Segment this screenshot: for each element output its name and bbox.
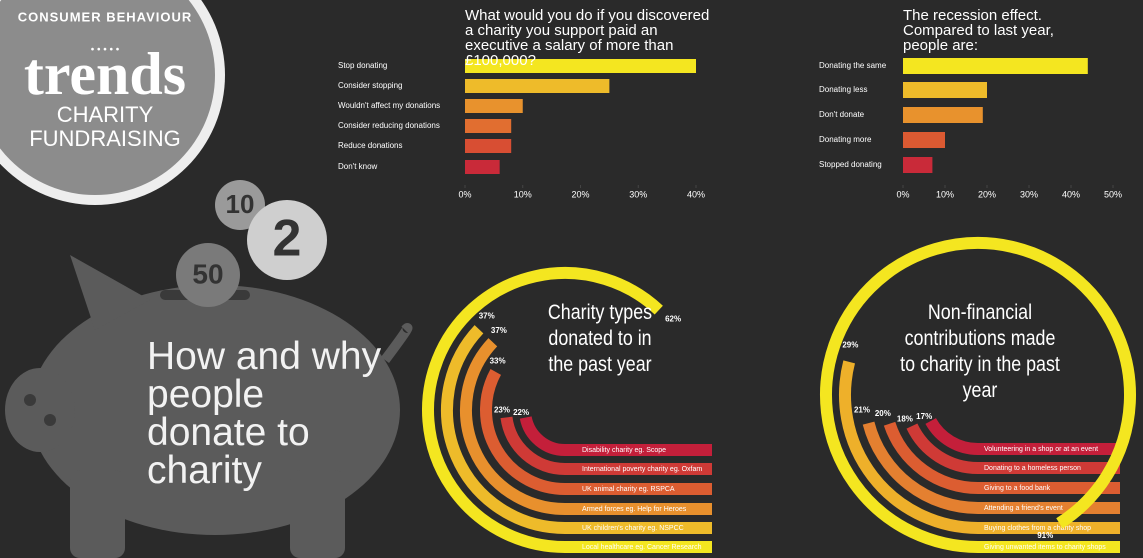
category-label: Giving unwanted items to charity shops [984,544,1106,551]
radial-bar [883,421,979,494]
value-label: 29% [842,340,858,349]
category-label: Buying clothes from a charity shop [984,525,1091,532]
x-tick-label: 20% [978,189,996,199]
value-label: 18% [897,414,913,423]
bar [903,82,987,98]
category-label: Volunteering in a shop or at an event [984,446,1098,453]
radial-bar [480,369,566,495]
x-tick-label: 30% [1020,189,1038,199]
coin-label: 10 [226,189,255,219]
piggy-bank [5,255,413,558]
x-tick-label: 40% [687,189,705,199]
value-label: 17% [916,412,932,421]
x-tick-label: 40% [1062,189,1080,199]
x-tick-label: 20% [571,189,589,199]
value-label: 91% [1037,531,1053,540]
category-label: Local healthcare eg. Cancer Research [582,544,702,551]
category-label: International poverty charity eg. Oxfam [582,466,702,473]
bar [903,58,1088,74]
badge-top-1: CONSUMER BEHAVIOUR [18,9,193,24]
category-label: Donating less [819,85,867,94]
value-label: 62% [665,315,681,324]
radial-bar [460,338,566,515]
coin-label: 2 [273,210,302,268]
value-label: 37% [491,326,507,335]
x-tick-label: 10% [514,189,532,199]
coin [247,200,327,280]
x-tick-label: 10% [936,189,954,199]
x-tick-label: 50% [1104,189,1122,199]
category-label: Stop donating [338,61,387,70]
radial-bar [839,360,979,534]
chart-title: Non-financial contributions made to char… [900,301,1060,402]
pig-nostril [24,394,36,406]
x-tick-label: 0% [896,189,909,199]
coin [215,180,265,230]
radial-bar [519,416,566,456]
x-tick-label: 30% [629,189,647,199]
category-label: Stopped donating [819,160,882,169]
value-label: 23% [494,405,510,414]
badge-subtitle: CHARITY FUNDRAISING [29,103,181,151]
radial-bar [441,325,566,534]
badge-disc [0,0,215,195]
category-label: Attending a friend's event [984,505,1063,512]
radial-bar [500,416,566,475]
category-label: Don't know [338,162,378,171]
category-label: UK animal charity eg. RSPCA [582,486,675,493]
chart-title: The recession effect. Compared to last y… [903,7,1054,54]
bar [903,157,933,173]
coin-label: 50 [192,258,223,289]
value-label: 21% [854,405,870,414]
radial-bar [906,423,979,474]
category-label: Donating the same [819,61,887,70]
bar [465,59,696,73]
value-label: 22% [513,408,529,417]
radial-bar [925,417,979,455]
category-label: Armed forces eg. Help for Heroes [582,506,687,513]
bar [465,99,523,113]
pig-nostril [44,414,56,426]
value-label: 20% [875,409,891,418]
category-label: Consider stopping [338,81,402,90]
category-label: Consider reducing donations [338,121,440,130]
category-label: Disability charity eg. Scope [582,447,666,454]
category-label: UK children's charity eg. NSPCC [582,525,684,532]
category-label: Donating to a homeless person [984,465,1081,472]
headline: How and why people donate to charity [147,335,382,492]
badge-dots: • • • • • [91,45,120,56]
chart-title: What would you do if you discovered a ch… [465,7,710,69]
bar [465,139,512,153]
value-label: 37% [479,312,495,321]
bar [903,107,983,123]
category-label: Reduce donations [338,141,403,150]
bar [465,119,512,133]
badge-brand: trends [24,41,186,107]
badge-sub-wrap: CHARITY FUNDRAISING [29,103,181,151]
x-tick-label: 0% [458,189,471,199]
category-label: Giving to a food bank [984,485,1051,492]
value-label: 33% [490,357,506,366]
category-label: Donating more [819,135,872,144]
radial-bar [862,421,979,514]
bar [465,79,610,93]
coin [176,243,240,307]
radial-bar [820,237,1137,553]
bar [903,132,945,148]
radial-bar [422,267,663,553]
bar [465,160,500,174]
category-label: Wouldn't affect my donations [338,101,440,110]
category-label: Don't donate [819,110,865,119]
chart-title: Charity types donated to in the past yea… [547,301,653,376]
